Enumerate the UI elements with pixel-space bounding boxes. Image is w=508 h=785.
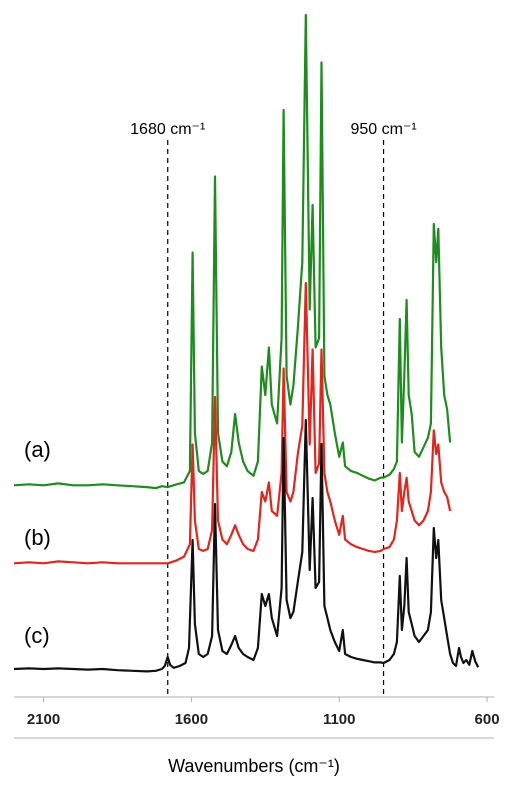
x-tick-label-600: 600	[475, 711, 500, 728]
series-label-3: (c)	[24, 623, 50, 648]
series-label-2: (b)	[24, 525, 51, 550]
x-tick-label-1600: 1600	[175, 711, 208, 728]
series-label-1: (a)	[24, 437, 51, 462]
x-axis: 2100 1600 1100 600	[14, 696, 500, 739]
reference-lines: 1680 cm⁻¹ 950 cm⁻¹	[130, 121, 417, 697]
x-tick-label-1100: 1100	[323, 711, 356, 728]
series-line-1	[13, 13, 452, 490]
reference-line-label-1680: 1680 cm⁻¹	[130, 121, 205, 138]
x-axis-title: Wavenumbers (cm⁻¹)	[168, 756, 340, 776]
series-line-3	[13, 418, 480, 673]
series-labels: (a) (b) (c)	[24, 437, 51, 648]
reference-line-label-950: 950 cm⁻¹	[350, 121, 416, 138]
spectrum-series	[13, 13, 480, 673]
series-line-2	[13, 281, 452, 565]
x-tick-label-2100: 2100	[27, 711, 60, 728]
